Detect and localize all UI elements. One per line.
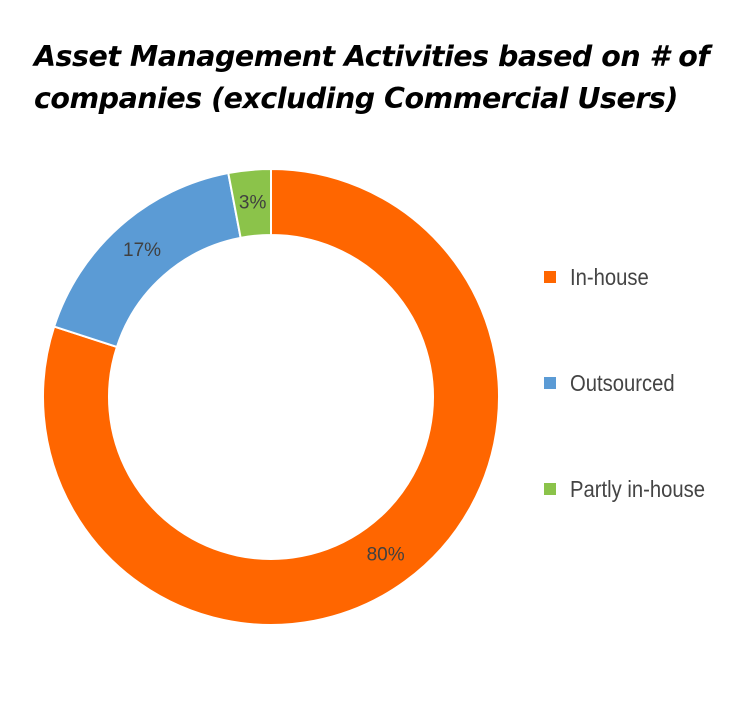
donut-data-labels: 80% 17% 3% [123,192,405,565]
legend-swatch-partly-in-house [544,483,556,495]
legend-swatch-outsourced [544,377,556,389]
data-label-in-house: 80% [367,544,405,565]
chart-title-line-2: companies (excluding Commercial Users) [34,82,678,115]
data-label-partly-in-house: 3% [239,192,267,213]
donut-slice-in-house [42,167,500,626]
donut-slices [42,167,500,626]
chart-title: Asset Management Activities based on # o… [34,36,714,120]
legend-swatch-in-house [544,271,556,283]
legend-label-partly-in-house: Partly in-house [570,476,706,502]
chart-title-line-1: Asset Management Activities based on # o… [34,40,710,73]
donut-slice-partly-in-house [227,167,272,240]
legend-label-outsourced: Outsourced [570,370,675,396]
legend-label-in-house: In-house [570,264,649,290]
data-label-outsourced: 17% [123,240,161,261]
